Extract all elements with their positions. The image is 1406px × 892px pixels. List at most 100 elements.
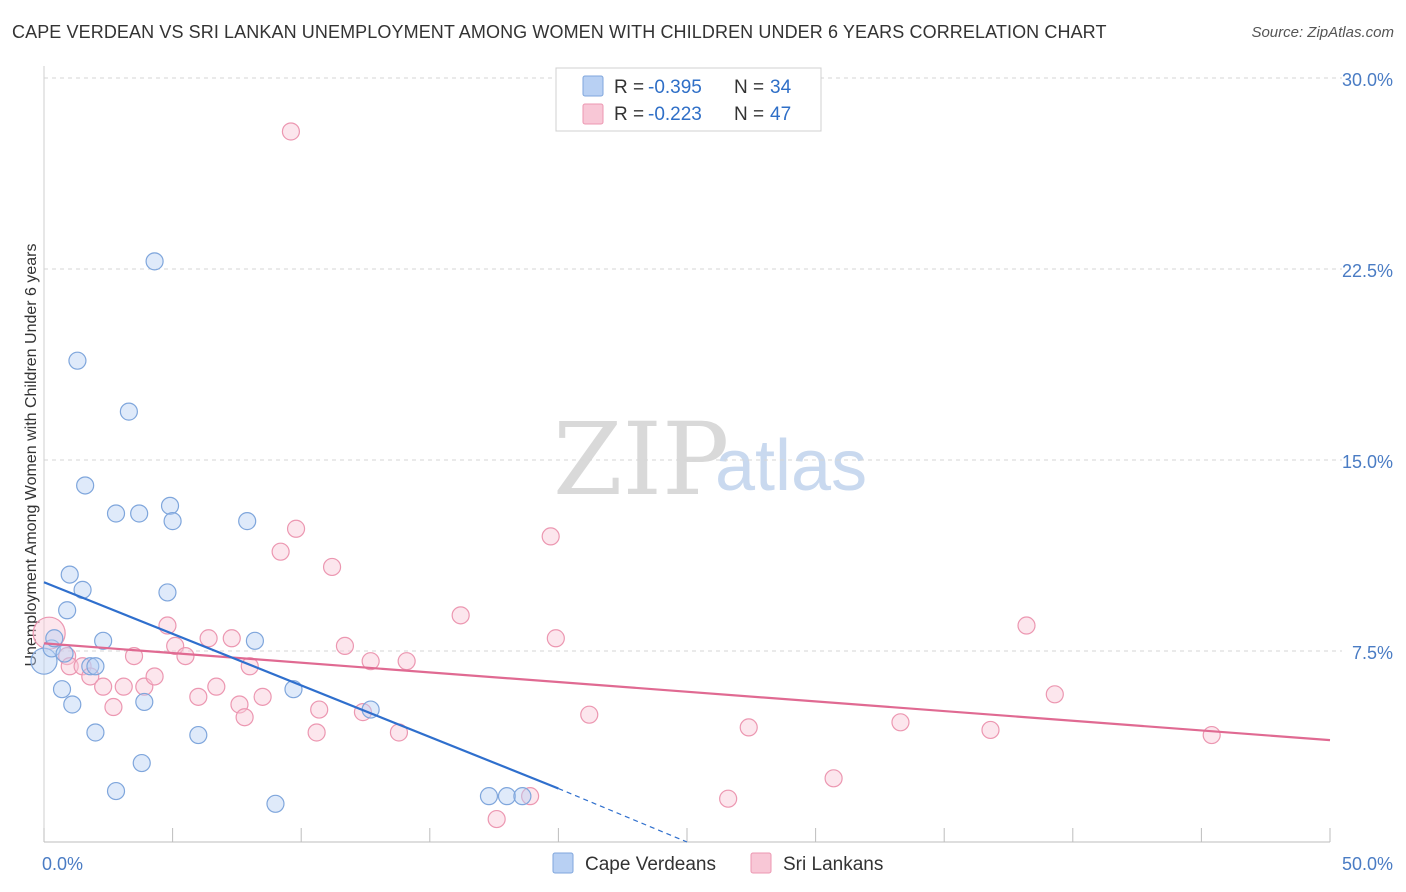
series-legend-blue-swatch <box>552 852 574 874</box>
series-legend-cape-verdeans: Cape Verdeans <box>585 854 716 875</box>
cape-verdean-point <box>94 631 113 650</box>
cape-verdean-point <box>86 723 105 742</box>
legend-n-label-1: N = <box>734 77 764 98</box>
sri-lankan-point <box>541 527 560 546</box>
legend-r-label-1: R = <box>614 77 644 98</box>
cape-verdean-point <box>238 512 257 531</box>
legend-n-value-1: 34 <box>770 77 792 98</box>
sri-lankan-point <box>286 519 306 538</box>
y-tick-label-2: 22.5% <box>1342 261 1393 281</box>
cape-verdean-point <box>189 725 208 745</box>
cape-verdeans-trendline <box>43 581 559 790</box>
chart-title: CAPE VERDEAN VS SRI LANKAN UNEMPLOYMENT … <box>12 22 1107 42</box>
source-label: Source: ZipAtlas.com <box>1251 24 1394 41</box>
cape-verdean-point <box>132 753 151 773</box>
sri-lankan-point <box>104 697 123 717</box>
x-tick-label-0: 0.0% <box>42 854 83 874</box>
cape-verdean-point <box>52 680 72 699</box>
sri-lankan-point <box>451 606 470 625</box>
cape-verdean-point <box>158 583 177 602</box>
cape-verdeans-points <box>30 252 532 813</box>
legend-r-value-2: -0.223 <box>648 104 702 125</box>
sri-lankans-trendline <box>43 642 1331 742</box>
sri-lankan-point <box>235 708 254 727</box>
sri-lankan-point <box>1045 685 1064 704</box>
cape-verdean-point <box>497 787 517 806</box>
cape-verdean-point <box>76 476 95 495</box>
cape-verdean-point <box>60 565 79 584</box>
sri-lankan-point <box>73 657 92 676</box>
sri-lankan-point <box>981 720 1000 740</box>
series-legend-sri-lankans: Sri Lankans <box>783 854 883 875</box>
grid-lines <box>44 77 1342 652</box>
sri-lankan-point <box>739 718 758 737</box>
sri-lankan-point <box>114 677 133 696</box>
sri-lankan-point <box>824 769 843 788</box>
legend-n-value-2: 47 <box>770 104 791 125</box>
cape-verdean-point <box>68 351 87 370</box>
sri-lankan-point <box>1017 616 1036 635</box>
legend-blue-swatch <box>582 75 604 97</box>
series-legend: Cape Verdeans Sri Lankans <box>552 852 883 875</box>
sri-lankan-point <box>361 652 380 671</box>
cape-verdean-point <box>106 504 126 523</box>
sri-lankan-point <box>521 787 540 806</box>
sri-lankan-point <box>176 646 195 666</box>
cape-verdean-point <box>45 629 64 648</box>
cape-verdean-point <box>163 512 182 531</box>
stats-legend: R = -0.395 N = 34 R = -0.223 N = 47 <box>555 67 822 132</box>
sri-lankan-point <box>145 667 164 686</box>
x-tick-label-1: 50.0% <box>1342 854 1393 874</box>
sri-lankan-point <box>487 809 506 829</box>
sri-lankan-point <box>199 629 218 648</box>
legend-r-label-2: R = <box>614 104 644 125</box>
cape-verdean-point <box>479 787 499 806</box>
cape-verdean-point <box>81 657 100 676</box>
cape-verdean-point <box>119 402 138 421</box>
cape-verdean-point <box>245 631 265 650</box>
cape-verdean-point <box>106 781 126 801</box>
y-tick-labels: 7.5% 15.0% 22.5% 30.0% <box>1342 70 1393 663</box>
sri-lankan-point <box>307 723 326 742</box>
cape-verdean-point <box>130 504 149 523</box>
sri-lankan-point <box>546 629 565 648</box>
sri-lankan-point <box>719 789 738 808</box>
cape-verdean-point <box>513 787 532 806</box>
y-tick-label-0: 7.5% <box>1352 643 1393 663</box>
sri-lankan-point <box>124 646 144 666</box>
cape-verdean-point <box>58 601 77 620</box>
legend-r-value-1: -0.395 <box>648 77 702 98</box>
cape-verdean-point <box>86 657 105 676</box>
sri-lankan-point <box>580 705 599 724</box>
sri-lankan-point <box>322 557 342 577</box>
cape-verdean-point <box>160 496 180 515</box>
y-tick-label-3: 30.0% <box>1342 70 1393 90</box>
watermark-atlas: atlas <box>715 426 867 506</box>
sri-lankan-point <box>335 636 355 656</box>
series-legend-pink-swatch <box>750 852 772 874</box>
sri-lankan-point <box>253 687 272 706</box>
cape-verdean-point <box>63 695 82 714</box>
trend-lines <box>43 581 1331 843</box>
sri-lankan-point <box>1202 725 1221 745</box>
y-tick-label-1: 15.0% <box>1342 452 1393 472</box>
sri-lankan-point <box>310 700 329 719</box>
sri-lankan-point <box>81 667 100 686</box>
sri-lankan-point <box>891 713 910 732</box>
cape-verdean-point <box>145 252 164 271</box>
sri-lankan-point <box>207 677 226 696</box>
y-axis-title: Unemployment Among Women with Children U… <box>23 243 40 666</box>
sri-lankan-point <box>94 677 113 696</box>
sri-lankan-point <box>271 542 290 561</box>
cape-verdean-point <box>55 644 74 663</box>
sri-lankan-point <box>189 687 208 706</box>
cape-verdean-point <box>30 647 58 675</box>
legend-pink-swatch <box>582 103 604 125</box>
cape-verdeans-trendline-extension <box>558 787 688 843</box>
sri-lankan-point <box>281 122 301 141</box>
x-tick-labels: 0.0% 50.0% <box>42 854 1393 874</box>
legend-n-label-2: N = <box>734 104 764 125</box>
sri-lankan-point <box>397 652 416 671</box>
cape-verdean-point <box>135 692 154 712</box>
